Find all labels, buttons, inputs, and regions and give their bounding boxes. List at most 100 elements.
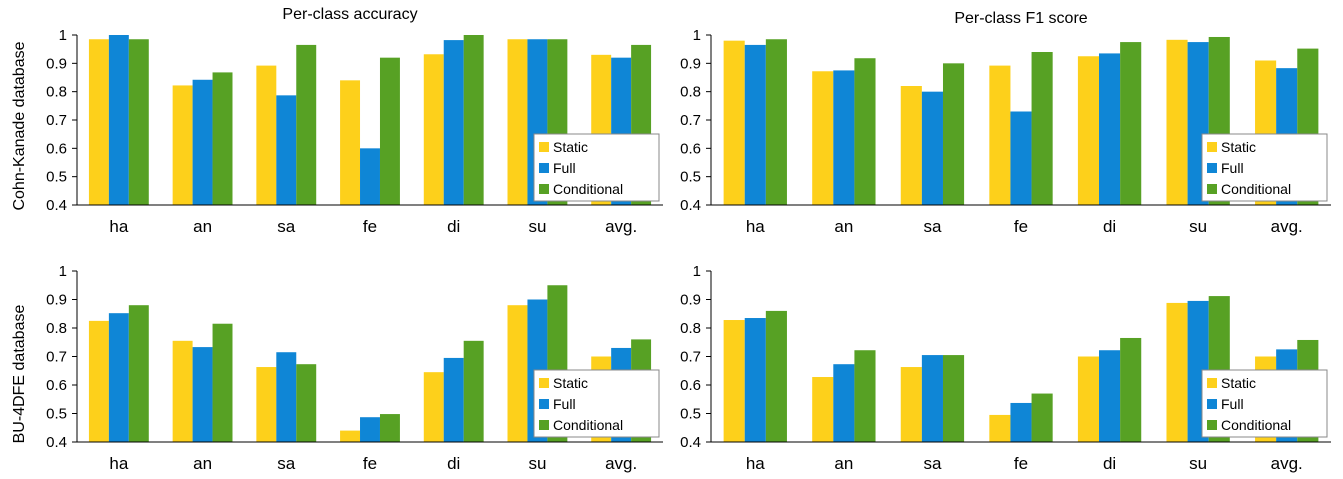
y-tick-label: 0.6 xyxy=(680,377,701,394)
legend: Static Full Conditional xyxy=(533,369,660,438)
bar-full-an xyxy=(192,347,213,442)
y-tick-label: 0.6 xyxy=(46,377,67,394)
category-label-fe: fe xyxy=(363,454,377,473)
bar-full-di xyxy=(1099,350,1121,442)
category-label-avg: avg. xyxy=(605,454,637,473)
legend: Static Full Conditional xyxy=(1201,133,1328,202)
bar-static-sa xyxy=(256,367,277,442)
legend-label-static: Static xyxy=(553,375,588,391)
legend-swatch-static xyxy=(1207,142,1217,152)
bar-static-an xyxy=(172,85,193,205)
row-label-cohn-kanade: Cohn-Kanade database xyxy=(11,41,28,210)
bar-conditional-ha xyxy=(128,305,149,442)
bar-static-sa xyxy=(900,86,922,205)
category-label-di: di xyxy=(447,217,460,236)
bar-static-fe xyxy=(989,414,1011,442)
y-tick-label: 0.9 xyxy=(46,55,67,72)
y-tick-label: 0.6 xyxy=(46,140,67,157)
y-tick-label: 0.8 xyxy=(46,320,67,337)
y-tick-label: 0.4 xyxy=(46,197,67,214)
category-label-di: di xyxy=(1103,217,1116,236)
bar-static-an xyxy=(812,377,834,442)
bar-conditional-sa xyxy=(296,364,317,442)
y-tick-label: 0.8 xyxy=(680,320,701,337)
bar-conditional-di xyxy=(1120,42,1142,206)
row-label-bu4dfe: BU-4DFE database xyxy=(11,305,28,444)
bar-conditional-sa xyxy=(942,63,965,206)
category-label-sa: sa xyxy=(923,217,942,236)
chart-1: 0.4 0.5 0.6 0.7 0.8 0.9 1 ha an sa fe di su avg. Per-c… xyxy=(46,6,663,236)
legend-label-full: Full xyxy=(1221,160,1244,176)
legend-label-full: Full xyxy=(553,160,576,176)
bar-full-fe xyxy=(1010,111,1032,205)
bar-full-fe xyxy=(1010,402,1032,442)
bar-conditional-di xyxy=(1120,337,1142,442)
bar-conditional-ha xyxy=(765,39,787,205)
charts-group: 0.4 0.5 0.6 0.7 0.8 0.9 1 ha an sa fe di su avg. Per-c… xyxy=(46,6,1331,473)
bar-full-an xyxy=(192,79,213,205)
bar-full-sa xyxy=(276,95,297,205)
category-label-di: di xyxy=(1103,454,1116,473)
bar-static-di xyxy=(423,372,444,442)
bar-conditional-an xyxy=(212,323,233,442)
bar-static-sa xyxy=(900,367,922,442)
y-tick-label: 0.7 xyxy=(680,112,701,129)
legend-label-conditional: Conditional xyxy=(553,181,623,197)
legend-label-full: Full xyxy=(553,396,576,412)
bar-static-ha xyxy=(723,40,745,205)
bar-static-ha xyxy=(88,320,109,442)
category-label-su: su xyxy=(528,454,546,473)
chart-4: 0.4 0.5 0.6 0.7 0.8 0.9 1 ha an sa fe di su avg. Stati… xyxy=(680,263,1331,473)
bar-full-sa xyxy=(276,352,297,442)
legend-label-static: Static xyxy=(553,139,588,155)
legend-swatch-static xyxy=(539,378,549,388)
bar-full-ha xyxy=(108,313,129,442)
category-label-an: an xyxy=(834,217,853,236)
category-label-an: an xyxy=(193,454,212,473)
category-label-sa: sa xyxy=(277,217,296,236)
bar-conditional-fe xyxy=(379,57,400,205)
category-label-an: an xyxy=(834,454,853,473)
bar-full-sa xyxy=(921,91,943,205)
y-tick-label: 0.4 xyxy=(680,197,701,214)
y-tick-label: 0.5 xyxy=(680,406,701,423)
legend-box xyxy=(533,133,660,202)
y-tick-label: 0.9 xyxy=(680,292,701,309)
y-tick-label: 1 xyxy=(693,27,701,44)
legend-swatch-full xyxy=(1207,399,1217,409)
bar-full-di xyxy=(443,357,464,442)
legend-box xyxy=(533,369,660,438)
y-tick-label: 1 xyxy=(59,263,67,280)
y-tick-label: 0.5 xyxy=(46,406,67,423)
bar-conditional-fe xyxy=(1031,52,1053,205)
y-tick-label: 0.7 xyxy=(680,349,701,366)
y-tick-label: 0.7 xyxy=(46,349,67,366)
bar-static-di xyxy=(1077,356,1100,442)
bar-full-di xyxy=(1099,53,1121,205)
legend-label-conditional: Conditional xyxy=(1221,417,1291,433)
bar-full-an xyxy=(833,364,855,442)
bar-static-su xyxy=(507,305,528,442)
legend: Static Full Conditional xyxy=(1201,369,1328,438)
bar-conditional-sa xyxy=(296,44,317,205)
legend-swatch-static xyxy=(1207,378,1217,388)
category-label-ha: ha xyxy=(109,217,128,236)
chart-3: 0.4 0.5 0.6 0.7 0.8 0.9 1 ha an sa fe di su avg. Stati… xyxy=(46,263,663,473)
y-tick-label: 1 xyxy=(693,263,701,280)
category-label-sa: sa xyxy=(923,454,942,473)
bar-static-di xyxy=(1077,56,1100,205)
legend-label-full: Full xyxy=(1221,396,1244,412)
legend-box xyxy=(1201,133,1328,202)
y-tick-label: 1 xyxy=(59,27,67,44)
legend-swatch-full xyxy=(1207,163,1217,173)
category-label-fe: fe xyxy=(363,217,377,236)
bar-conditional-an xyxy=(854,350,876,442)
category-label-su: su xyxy=(1189,217,1207,236)
legend-label-static: Static xyxy=(1221,139,1256,155)
y-tick-label: 0.8 xyxy=(680,84,701,101)
category-label-fe: fe xyxy=(1014,454,1028,473)
category-label-ha: ha xyxy=(746,217,765,236)
bar-conditional-ha xyxy=(765,310,787,442)
legend-box xyxy=(1201,369,1328,438)
bar-conditional-di xyxy=(463,340,484,442)
